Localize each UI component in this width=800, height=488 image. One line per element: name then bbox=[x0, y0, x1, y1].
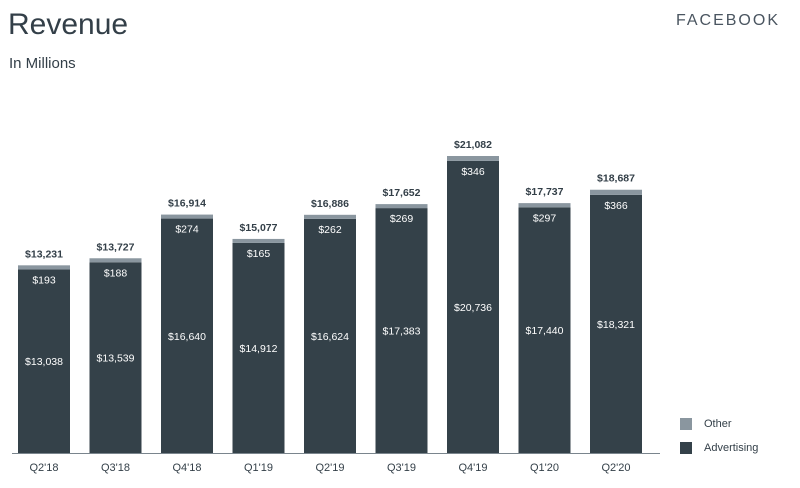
bar-other bbox=[518, 203, 571, 208]
bar-advertising bbox=[232, 242, 285, 453]
other-value-label: $297 bbox=[533, 212, 557, 224]
other-value-label: $274 bbox=[175, 224, 199, 236]
total-label: $13,231 bbox=[25, 248, 63, 260]
bar-other bbox=[375, 204, 428, 209]
x-tick-label: Q3'18 bbox=[101, 462, 130, 474]
advertising-value-label: $17,383 bbox=[383, 326, 421, 338]
total-label: $13,727 bbox=[97, 241, 135, 253]
bar-advertising bbox=[304, 218, 356, 453]
legend-item-other: Other bbox=[680, 418, 758, 430]
bar-other bbox=[590, 189, 642, 195]
other-value-label: $366 bbox=[604, 200, 628, 212]
bar-other bbox=[18, 265, 70, 270]
bar-other bbox=[89, 258, 142, 263]
x-tick-label: Q4'18 bbox=[172, 462, 201, 474]
x-tick-label: Q4'19 bbox=[458, 462, 487, 474]
bar-other bbox=[161, 214, 213, 219]
other-value-label: $262 bbox=[318, 224, 342, 236]
bar-advertising bbox=[518, 207, 571, 453]
advertising-value-label: $14,912 bbox=[240, 343, 278, 355]
chart-subtitle: In Millions bbox=[9, 55, 76, 72]
legend-label-other: Other bbox=[704, 418, 732, 430]
total-label: $17,737 bbox=[526, 186, 564, 198]
chart-title: Revenue bbox=[8, 8, 129, 41]
bar-advertising bbox=[89, 262, 142, 453]
x-tick-label: Q2'18 bbox=[29, 462, 58, 474]
legend-item-advertising: Advertising bbox=[680, 442, 758, 454]
x-tick-label: Q3'19 bbox=[387, 462, 416, 474]
x-tick-label: Q1'19 bbox=[244, 462, 273, 474]
bar-advertising bbox=[590, 194, 642, 453]
legend-label-advertising: Advertising bbox=[704, 442, 759, 454]
legend-swatch-other bbox=[680, 418, 692, 430]
x-tick-label: Q2'20 bbox=[601, 462, 630, 474]
total-label: $18,687 bbox=[597, 173, 635, 185]
total-label: $15,077 bbox=[240, 222, 278, 234]
total-label: $16,914 bbox=[168, 198, 206, 210]
advertising-value-label: $16,640 bbox=[168, 331, 206, 343]
other-value-label: $269 bbox=[390, 213, 414, 225]
total-label: $17,652 bbox=[383, 187, 421, 199]
brand-logo: FACEBOOK bbox=[675, 12, 780, 29]
advertising-value-label: $20,736 bbox=[454, 302, 492, 314]
other-value-label: $193 bbox=[32, 274, 56, 286]
bar-advertising bbox=[447, 160, 499, 453]
other-value-label: $188 bbox=[104, 267, 128, 279]
bar-other bbox=[447, 156, 499, 161]
advertising-value-label: $17,440 bbox=[526, 325, 564, 337]
bar-advertising bbox=[161, 218, 213, 453]
chart-legend: Other Advertising bbox=[680, 418, 758, 466]
bar-advertising bbox=[375, 208, 428, 453]
x-tick-label: Q2'19 bbox=[315, 462, 344, 474]
total-label: $16,886 bbox=[311, 198, 349, 210]
advertising-value-label: $13,539 bbox=[97, 353, 135, 365]
bar-other bbox=[232, 238, 285, 243]
advertising-value-label: $16,624 bbox=[311, 331, 349, 343]
legend-swatch-advertising bbox=[680, 442, 692, 454]
other-value-label: $165 bbox=[247, 248, 271, 260]
x-tick-label: Q1'20 bbox=[530, 462, 559, 474]
bar-other bbox=[304, 214, 356, 219]
advertising-value-label: $13,038 bbox=[25, 356, 63, 368]
total-label: $21,082 bbox=[454, 139, 492, 151]
other-value-label: $346 bbox=[461, 166, 485, 178]
advertising-value-label: $18,321 bbox=[597, 319, 635, 331]
bar-advertising bbox=[18, 269, 70, 453]
